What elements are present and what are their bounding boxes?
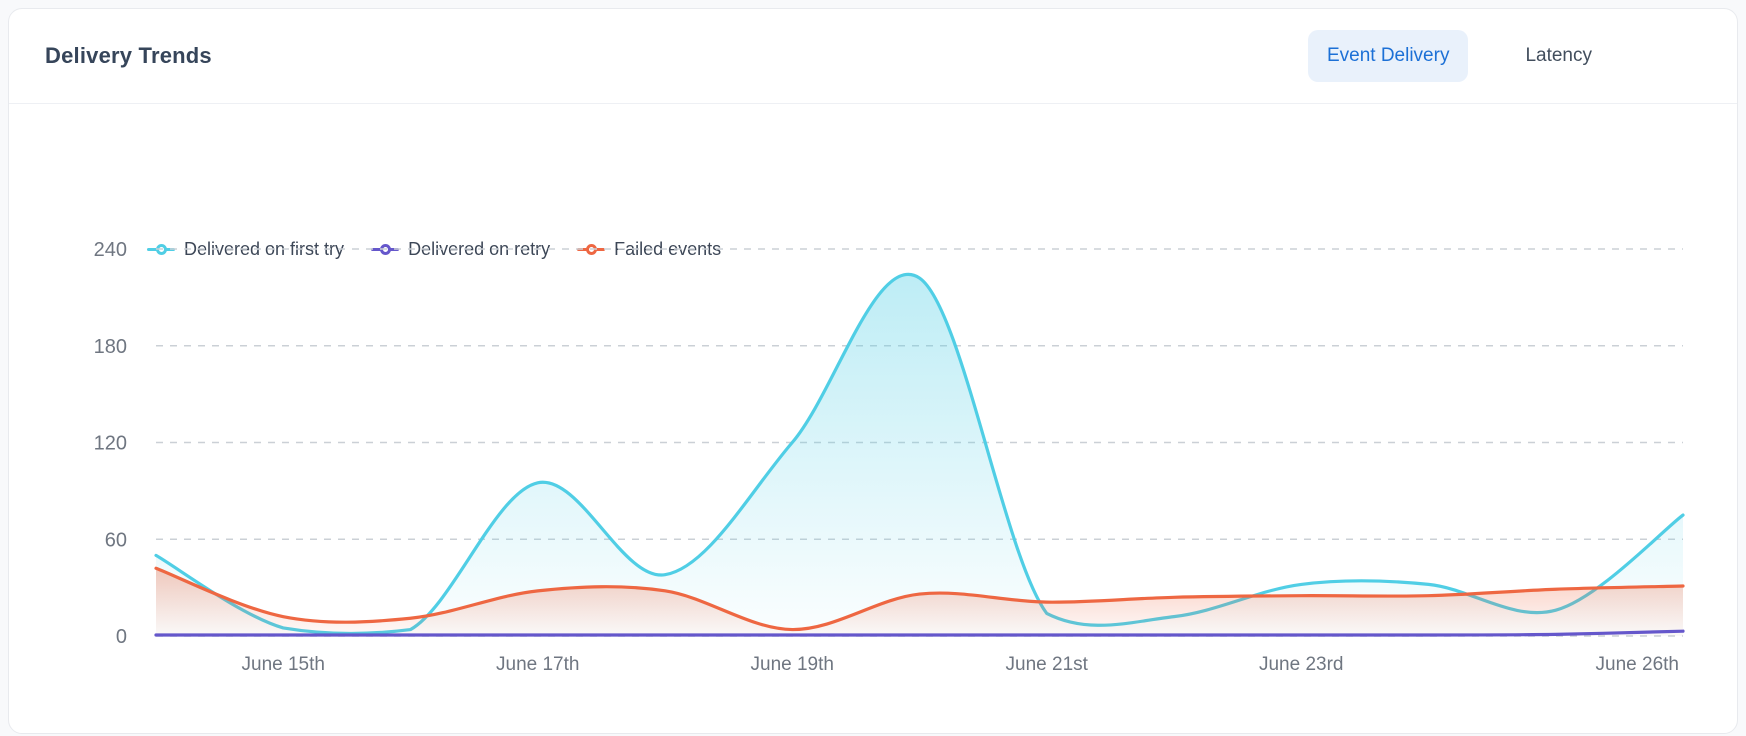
x-axis-label: June 17th — [496, 654, 579, 675]
x-axis-label: June 26th — [1596, 654, 1679, 675]
x-axis-label: June 19th — [751, 654, 834, 675]
x-axis-label: June 15th — [242, 654, 325, 675]
chart-area: Delivered on first try Delivered on retr… — [9, 104, 1737, 734]
legend-label: Delivered on first try — [184, 239, 345, 259]
chart-tabs: Event Delivery Latency — [1307, 30, 1611, 82]
y-axis-label: 60 — [105, 529, 127, 551]
series-area-2 — [156, 568, 1683, 636]
x-axis-label: June 21st — [1006, 654, 1089, 675]
y-axis-label: 0 — [116, 626, 127, 648]
series-line-2[interactable] — [154, 566, 1685, 632]
series-line-3[interactable] — [154, 629, 1685, 637]
tab-latency[interactable]: Latency — [1506, 30, 1611, 82]
card-title: Delivery Trends — [45, 43, 212, 68]
delivery-trends-card: Delivery Trends Event Delivery Latency D… — [8, 8, 1738, 734]
series-area-1 — [156, 274, 1683, 636]
legend-label: Failed events — [614, 239, 722, 259]
x-axis-label: June 23rd — [1259, 654, 1344, 675]
card-header: Delivery Trends Event Delivery Latency — [9, 9, 1737, 104]
tab-event-delivery[interactable]: Event Delivery — [1307, 30, 1469, 82]
y-axis-label: 240 — [94, 239, 127, 261]
chart-canvas[interactable]: 0 60 120 180 240 June 15th June 17th June 19th J… — [9, 104, 1746, 734]
y-axis-label: 180 — [94, 336, 127, 358]
y-axis-label: 120 — [94, 433, 127, 455]
